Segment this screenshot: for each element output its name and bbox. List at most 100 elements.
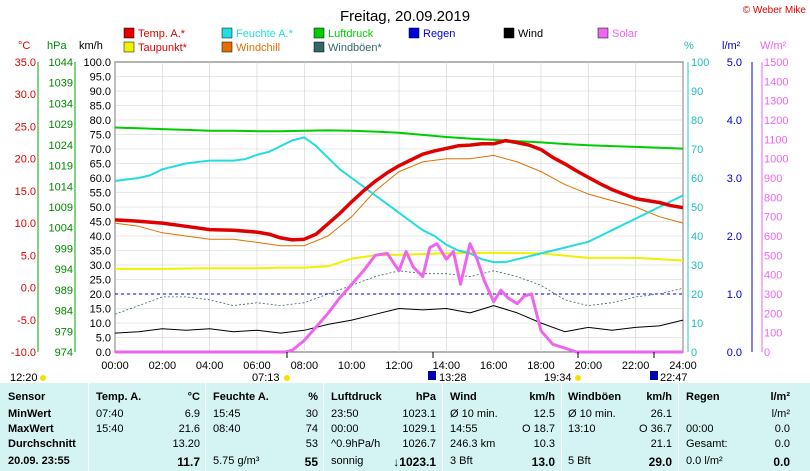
solar-tick-label: 200 <box>764 308 782 320</box>
temp-tick-label: 5.0 <box>21 250 36 262</box>
table-cell-temp-t: 07:40 <box>96 408 124 420</box>
table-cell-rain-v: 0.0 <box>773 455 790 469</box>
unit-rain: l/m² <box>722 40 741 52</box>
legend-swatch <box>123 41 135 53</box>
temp-tick-label: 25.0 <box>15 121 36 133</box>
hpa-tick-label: 1019 <box>49 161 73 173</box>
table-cell-hum-t: 08:40 <box>213 423 241 435</box>
pct-tick-label: 20 <box>691 289 703 301</box>
legend-label: Taupunkt* <box>138 42 188 54</box>
kmh-tick-label: 95.0 <box>90 72 111 84</box>
series-temp-a <box>114 138 684 242</box>
table-cell-wind-t: Ø 10 min. <box>450 408 498 420</box>
table-cell-rain-v: 0.0 <box>774 423 790 435</box>
hpa-tick-label: 1039 <box>49 78 73 90</box>
kmh-tick-label: 5.0 <box>96 333 111 345</box>
kmh-tick-label: 75.0 <box>90 130 111 142</box>
pct-tick-label: 0 <box>691 347 697 359</box>
legend-swatch <box>408 27 420 39</box>
time-tick-label: 22:00 <box>622 360 650 372</box>
kmh-tick-label: 55.0 <box>90 188 111 200</box>
legend-label: Windböen* <box>328 42 383 54</box>
time-tick-label: 12:00 <box>385 360 413 372</box>
rain-tick-label: 0.0 <box>727 347 742 359</box>
table-cell-wind-t: 3 Bft <box>450 455 473 467</box>
header-wind-unit: km/h <box>529 391 555 403</box>
time-tick-label: 00:00 <box>101 360 129 372</box>
table-cell-label: 20.09. 23:55 <box>8 455 70 467</box>
unit-hpa: hPa <box>47 40 67 52</box>
unit-kmh: km/h <box>79 40 103 52</box>
pct-tick-label: 40 <box>691 231 703 243</box>
header-pressure-unit: hPa <box>415 391 436 403</box>
series-windchill <box>114 154 684 247</box>
table-cell-gust-v: 29.0 <box>648 455 672 469</box>
table-cell-press-t: sonnig <box>331 455 364 467</box>
time-tick-label: 14:00 <box>433 360 461 372</box>
header-gust: Windböen <box>568 391 622 403</box>
table-cell-gust-v: 26.1 <box>650 408 672 420</box>
table-cell-wind-v: 12.5 <box>533 408 555 420</box>
solar-tick-label: 700 <box>764 212 782 224</box>
kmh-tick-label: 10.0 <box>90 318 111 330</box>
kmh-tick-label: 65.0 <box>90 159 111 171</box>
kmh-tick-label: 100.0 <box>83 57 111 69</box>
axes: 100.095.090.085.080.075.070.065.060.055.… <box>11 40 789 372</box>
kmh-tick-label: 0.0 <box>96 347 111 359</box>
kmh-tick-label: 30.0 <box>90 260 111 272</box>
marker-sunrise: 07:13 <box>252 372 280 383</box>
legend: Temp. A.* Feuchte A.* Luftdruck Regen Wind So… <box>123 27 638 54</box>
unit-solar: W/m² <box>760 40 787 52</box>
legend-label: Regen <box>423 28 455 40</box>
solar-tick-label: 400 <box>764 270 782 282</box>
solar-tick-label: 900 <box>764 173 782 185</box>
table-cell-rain-t: 0.0 l/m² <box>686 455 723 467</box>
table-cell-wind-t: 14:55 <box>450 423 478 435</box>
table-cell-temp-v: 13.20 <box>172 438 200 450</box>
time-tick-label: 02:00 <box>149 360 177 372</box>
rain-tick-label: 2.0 <box>727 231 742 243</box>
time-tick-label: 24:00 <box>669 360 697 372</box>
pct-tick-label: 50 <box>691 202 703 214</box>
header-temp: Temp. A. <box>96 391 142 403</box>
hpa-tick-label: 974 <box>55 347 73 359</box>
table-cell-hum-v: 55 <box>304 455 318 469</box>
header-humidity: Feuchte A. <box>213 391 269 403</box>
temp-tick-label: -5.0 <box>17 315 36 327</box>
kmh-tick-label: 50.0 <box>90 202 111 214</box>
series-luftdruck <box>114 126 684 150</box>
series-wind <box>114 305 684 334</box>
table-cell-gust-v: O 36.7 <box>638 423 672 435</box>
pct-tick-label: 70 <box>691 144 703 156</box>
time-tick-label: 06:00 <box>243 360 271 372</box>
table-cell-hum-v: 53 <box>305 438 318 450</box>
solar-tick-label: 100 <box>764 328 782 340</box>
table-divider <box>442 383 443 471</box>
header-sensor: Sensor <box>8 391 46 403</box>
legend-label: Windchill <box>236 42 280 54</box>
table-cell-rain-v: l/m² <box>771 408 790 420</box>
solar-tick-label: 1400 <box>764 76 788 88</box>
hpa-tick-label: 979 <box>55 326 73 338</box>
table-cell-wind-v: O 18.7 <box>521 423 555 435</box>
legend-label: Solar <box>612 28 638 40</box>
hpa-tick-label: 1034 <box>49 98 73 110</box>
hpa-tick-label: 989 <box>55 285 73 297</box>
legend-swatch <box>123 27 135 39</box>
solar-tick-label: 600 <box>764 231 782 243</box>
pct-tick-label: 90 <box>691 86 703 98</box>
header-rain: Regen <box>686 391 720 403</box>
table-cell-press-v: ↓1023.1 <box>393 455 436 469</box>
table-cell-press-v: 1029.1 <box>402 423 436 435</box>
table-cell-hum-v: 30 <box>305 408 318 420</box>
legend-swatch <box>221 27 233 39</box>
solar-tick-label: 800 <box>764 192 782 204</box>
table-cell-rain-v: 0.0 <box>774 438 790 450</box>
kmh-tick-label: 35.0 <box>90 246 111 258</box>
table-cell-hum-t: 5.75 g/m³ <box>213 455 260 467</box>
sun-icon <box>575 375 581 381</box>
table-cell-gust-t: Ø 10 min. <box>568 408 616 420</box>
pct-tick-label: 10 <box>691 318 703 330</box>
table-cell-temp-v: 11.7 <box>177 455 200 469</box>
